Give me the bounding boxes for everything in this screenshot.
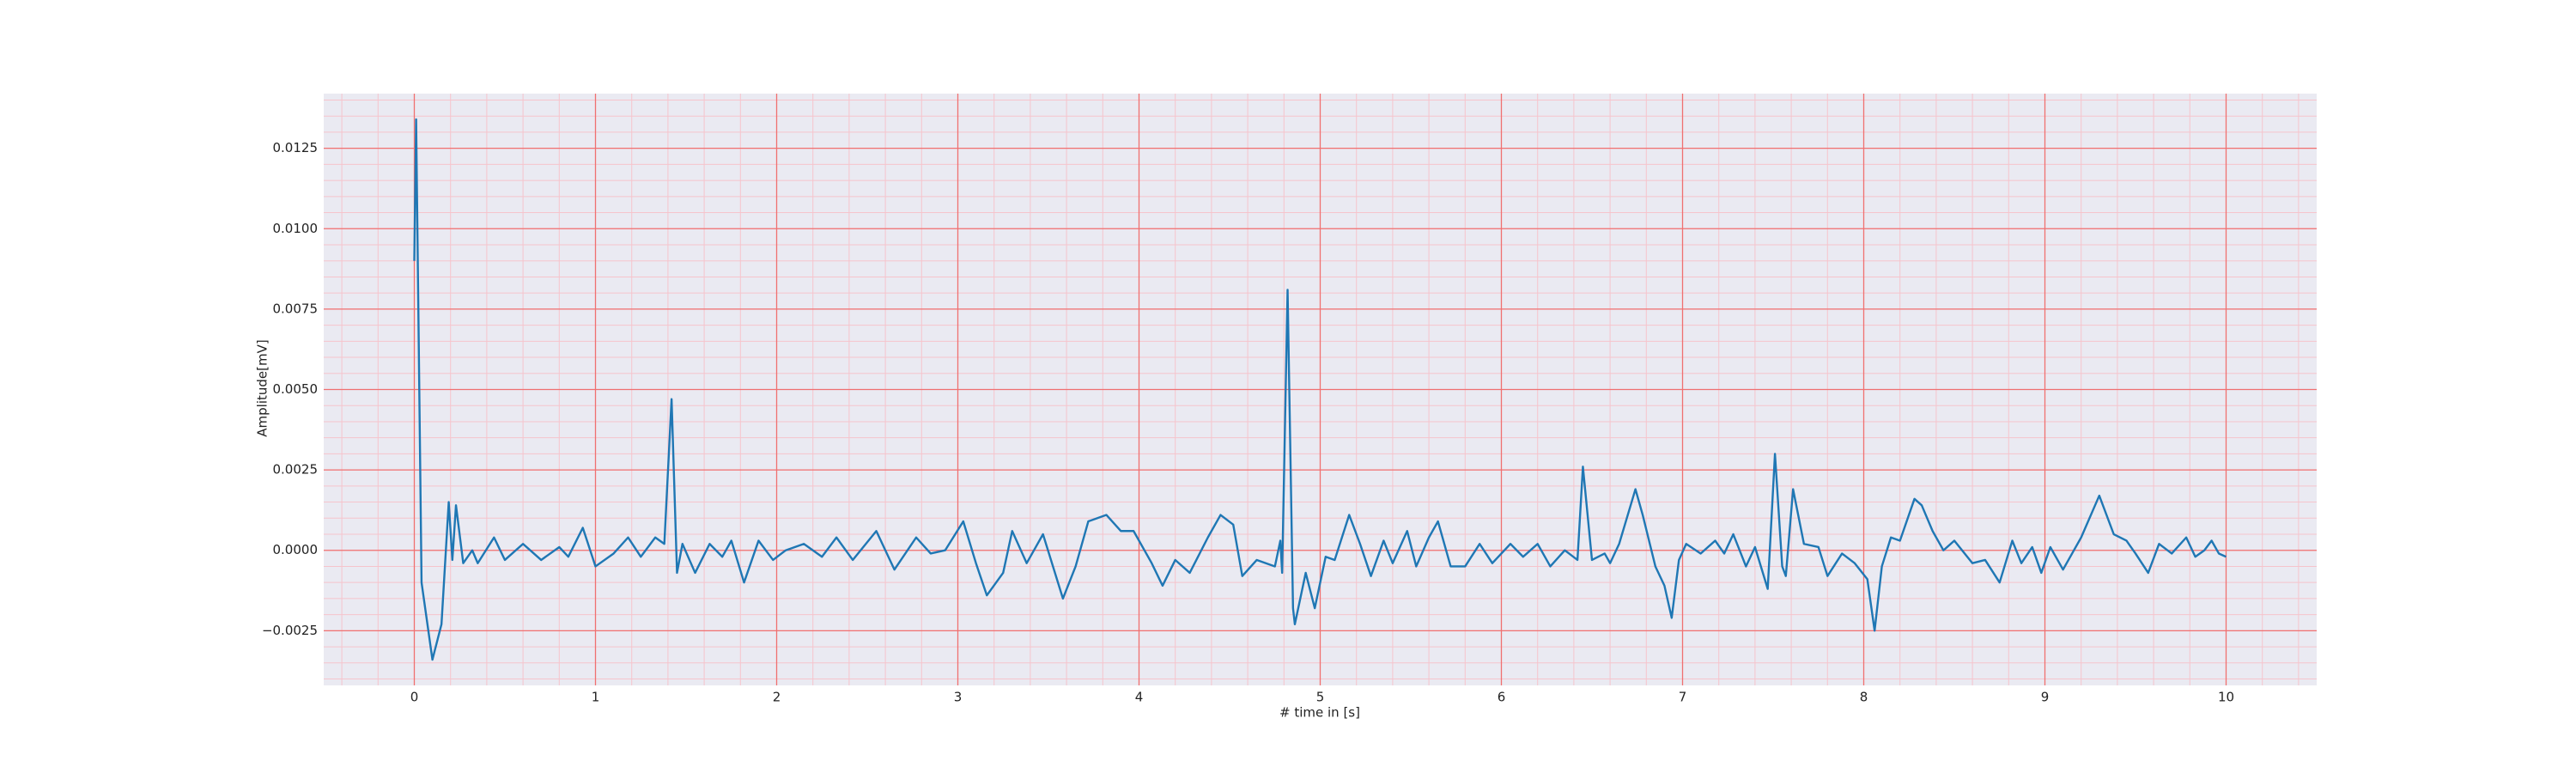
x-tick-label: 5: [1316, 690, 1325, 705]
signal-line: [413, 118, 2227, 661]
x-axis-label: # time in [s]: [1279, 705, 1360, 721]
x-tick-label: 1: [592, 690, 600, 705]
x-tick-label: 4: [1135, 690, 1144, 705]
labels: # time in [s] Amplitude[mV] 0 1 2 3 4 5 6 7 8 9 10…: [255, 140, 2235, 720]
grid: [324, 94, 2317, 685]
x-tick-label: 8: [1860, 690, 1868, 705]
x-tick-label: 9: [2041, 690, 2050, 705]
marks: [413, 118, 2227, 661]
y-axis-label: Amplitude[mV]: [255, 339, 270, 436]
y-tick-label: 0.0125: [273, 140, 319, 155]
y-tick-label: 0.0050: [273, 381, 319, 397]
y-tick-label: −0.0025: [262, 623, 318, 638]
y-tick-label: 0.0075: [273, 301, 319, 316]
x-tick-label: 0: [410, 690, 419, 705]
x-tick-label: 10: [2218, 690, 2234, 705]
y-tick-label: 0.0100: [273, 221, 319, 236]
x-tick-label: 2: [773, 690, 781, 705]
x-tick-label: 3: [954, 690, 963, 705]
x-tick-label: 6: [1498, 690, 1506, 705]
x-tick-label: 7: [1679, 690, 1687, 705]
y-tick-label: 0.0025: [273, 462, 319, 478]
y-tick-label: 0.0000: [273, 542, 319, 557]
